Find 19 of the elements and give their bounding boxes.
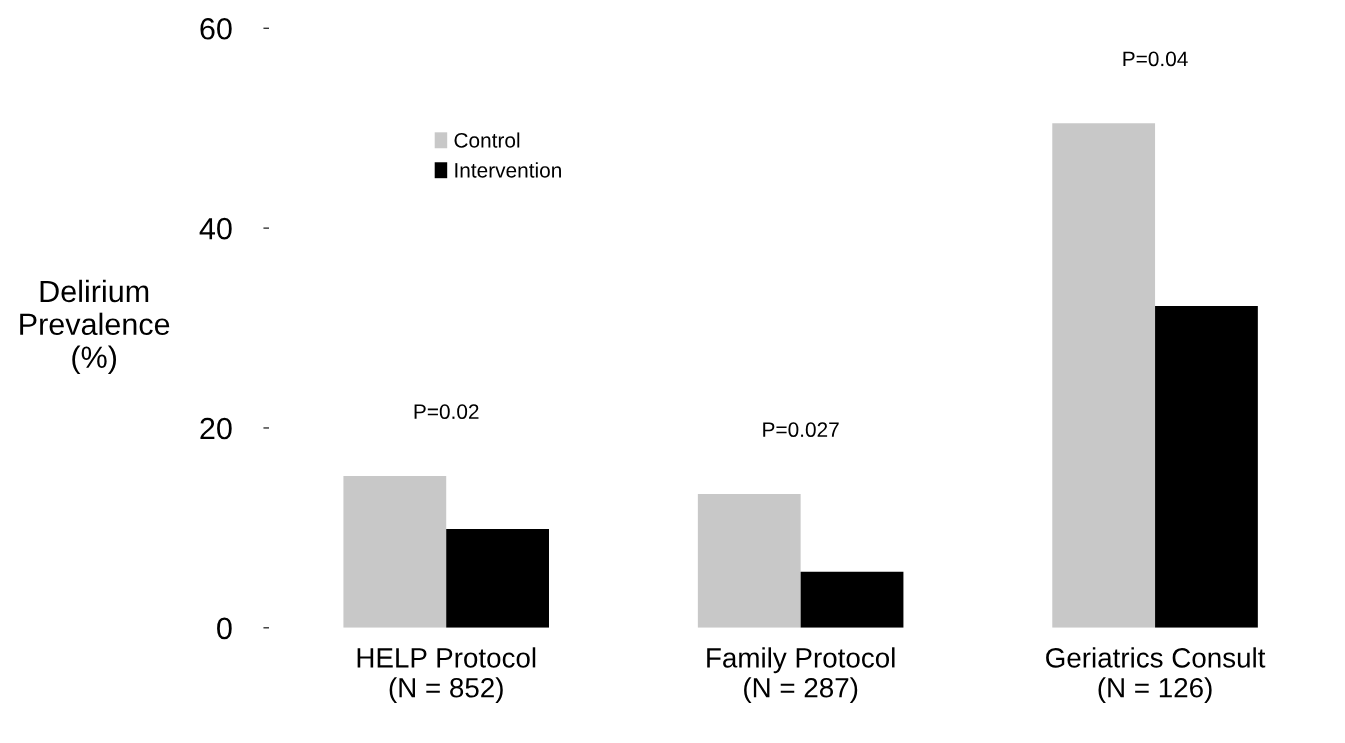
bar: [446, 528, 549, 628]
annotation: P=0.04: [1123, 51, 1188, 67]
bar: [1155, 306, 1258, 628]
y-tick-label: 20: [200, 417, 232, 440]
legend-label: Control: [454, 132, 520, 148]
bar: [343, 475, 447, 628]
bar: [697, 493, 801, 628]
bar: [800, 571, 904, 628]
legend-label: Intervention: [455, 162, 561, 178]
y-axis-title: Delirium Prevalence (%): [20, 279, 170, 375]
annotation: P=0.02: [414, 404, 479, 420]
annotation: P=0.027: [763, 422, 839, 438]
y-tick-label: 0: [217, 617, 232, 640]
y-tick-label: 60: [200, 17, 232, 40]
x-tick-label: HELP Protocol (N = 852): [357, 647, 536, 704]
y-tick-label: 40: [199, 217, 232, 240]
x-tick-label: Geriatrics Consult (N = 126): [1046, 647, 1266, 704]
x-tick-label: Family Protocol (N = 287): [707, 647, 895, 704]
bar: [1052, 123, 1156, 628]
